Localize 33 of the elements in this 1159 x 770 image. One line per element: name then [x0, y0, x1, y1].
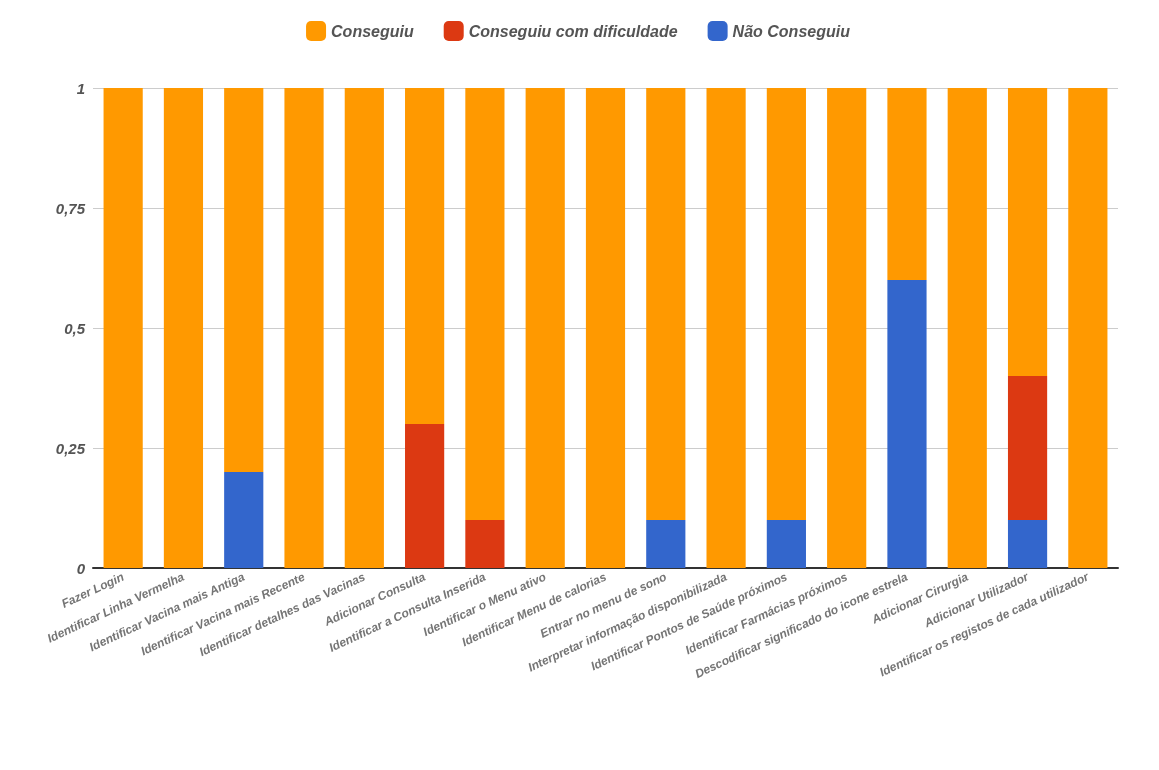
y-tick-label: 0,25	[55, 439, 86, 457]
legend-label: Não Conseguiu	[732, 22, 851, 40]
bar	[224, 88, 264, 472]
bar	[465, 88, 505, 520]
bar	[887, 88, 927, 280]
legend-label: Conseguiu com dificuldade	[468, 22, 678, 40]
bar	[344, 88, 384, 568]
bar	[405, 88, 445, 424]
bar	[103, 88, 143, 568]
y-tick-label: 0,75	[55, 199, 86, 217]
bar	[1007, 520, 1048, 568]
bar	[887, 280, 927, 568]
bar	[766, 520, 806, 568]
legend-label: Conseguiu	[331, 22, 414, 40]
bar	[1007, 376, 1048, 520]
bar	[284, 88, 324, 568]
bar	[827, 88, 867, 568]
bar	[525, 88, 565, 568]
bar	[1007, 88, 1048, 376]
bar	[224, 472, 264, 568]
bar	[646, 88, 686, 520]
bar	[465, 520, 505, 568]
y-tick-label: 0	[76, 559, 86, 577]
bar	[706, 88, 746, 568]
bar	[1068, 88, 1108, 568]
y-tick-label: 1	[76, 79, 85, 97]
bar	[163, 88, 204, 568]
bar	[766, 88, 806, 520]
bar	[405, 424, 445, 568]
y-tick-label: 0,5	[64, 319, 86, 337]
bar	[646, 520, 686, 568]
bar	[947, 88, 987, 568]
bar	[585, 88, 626, 568]
